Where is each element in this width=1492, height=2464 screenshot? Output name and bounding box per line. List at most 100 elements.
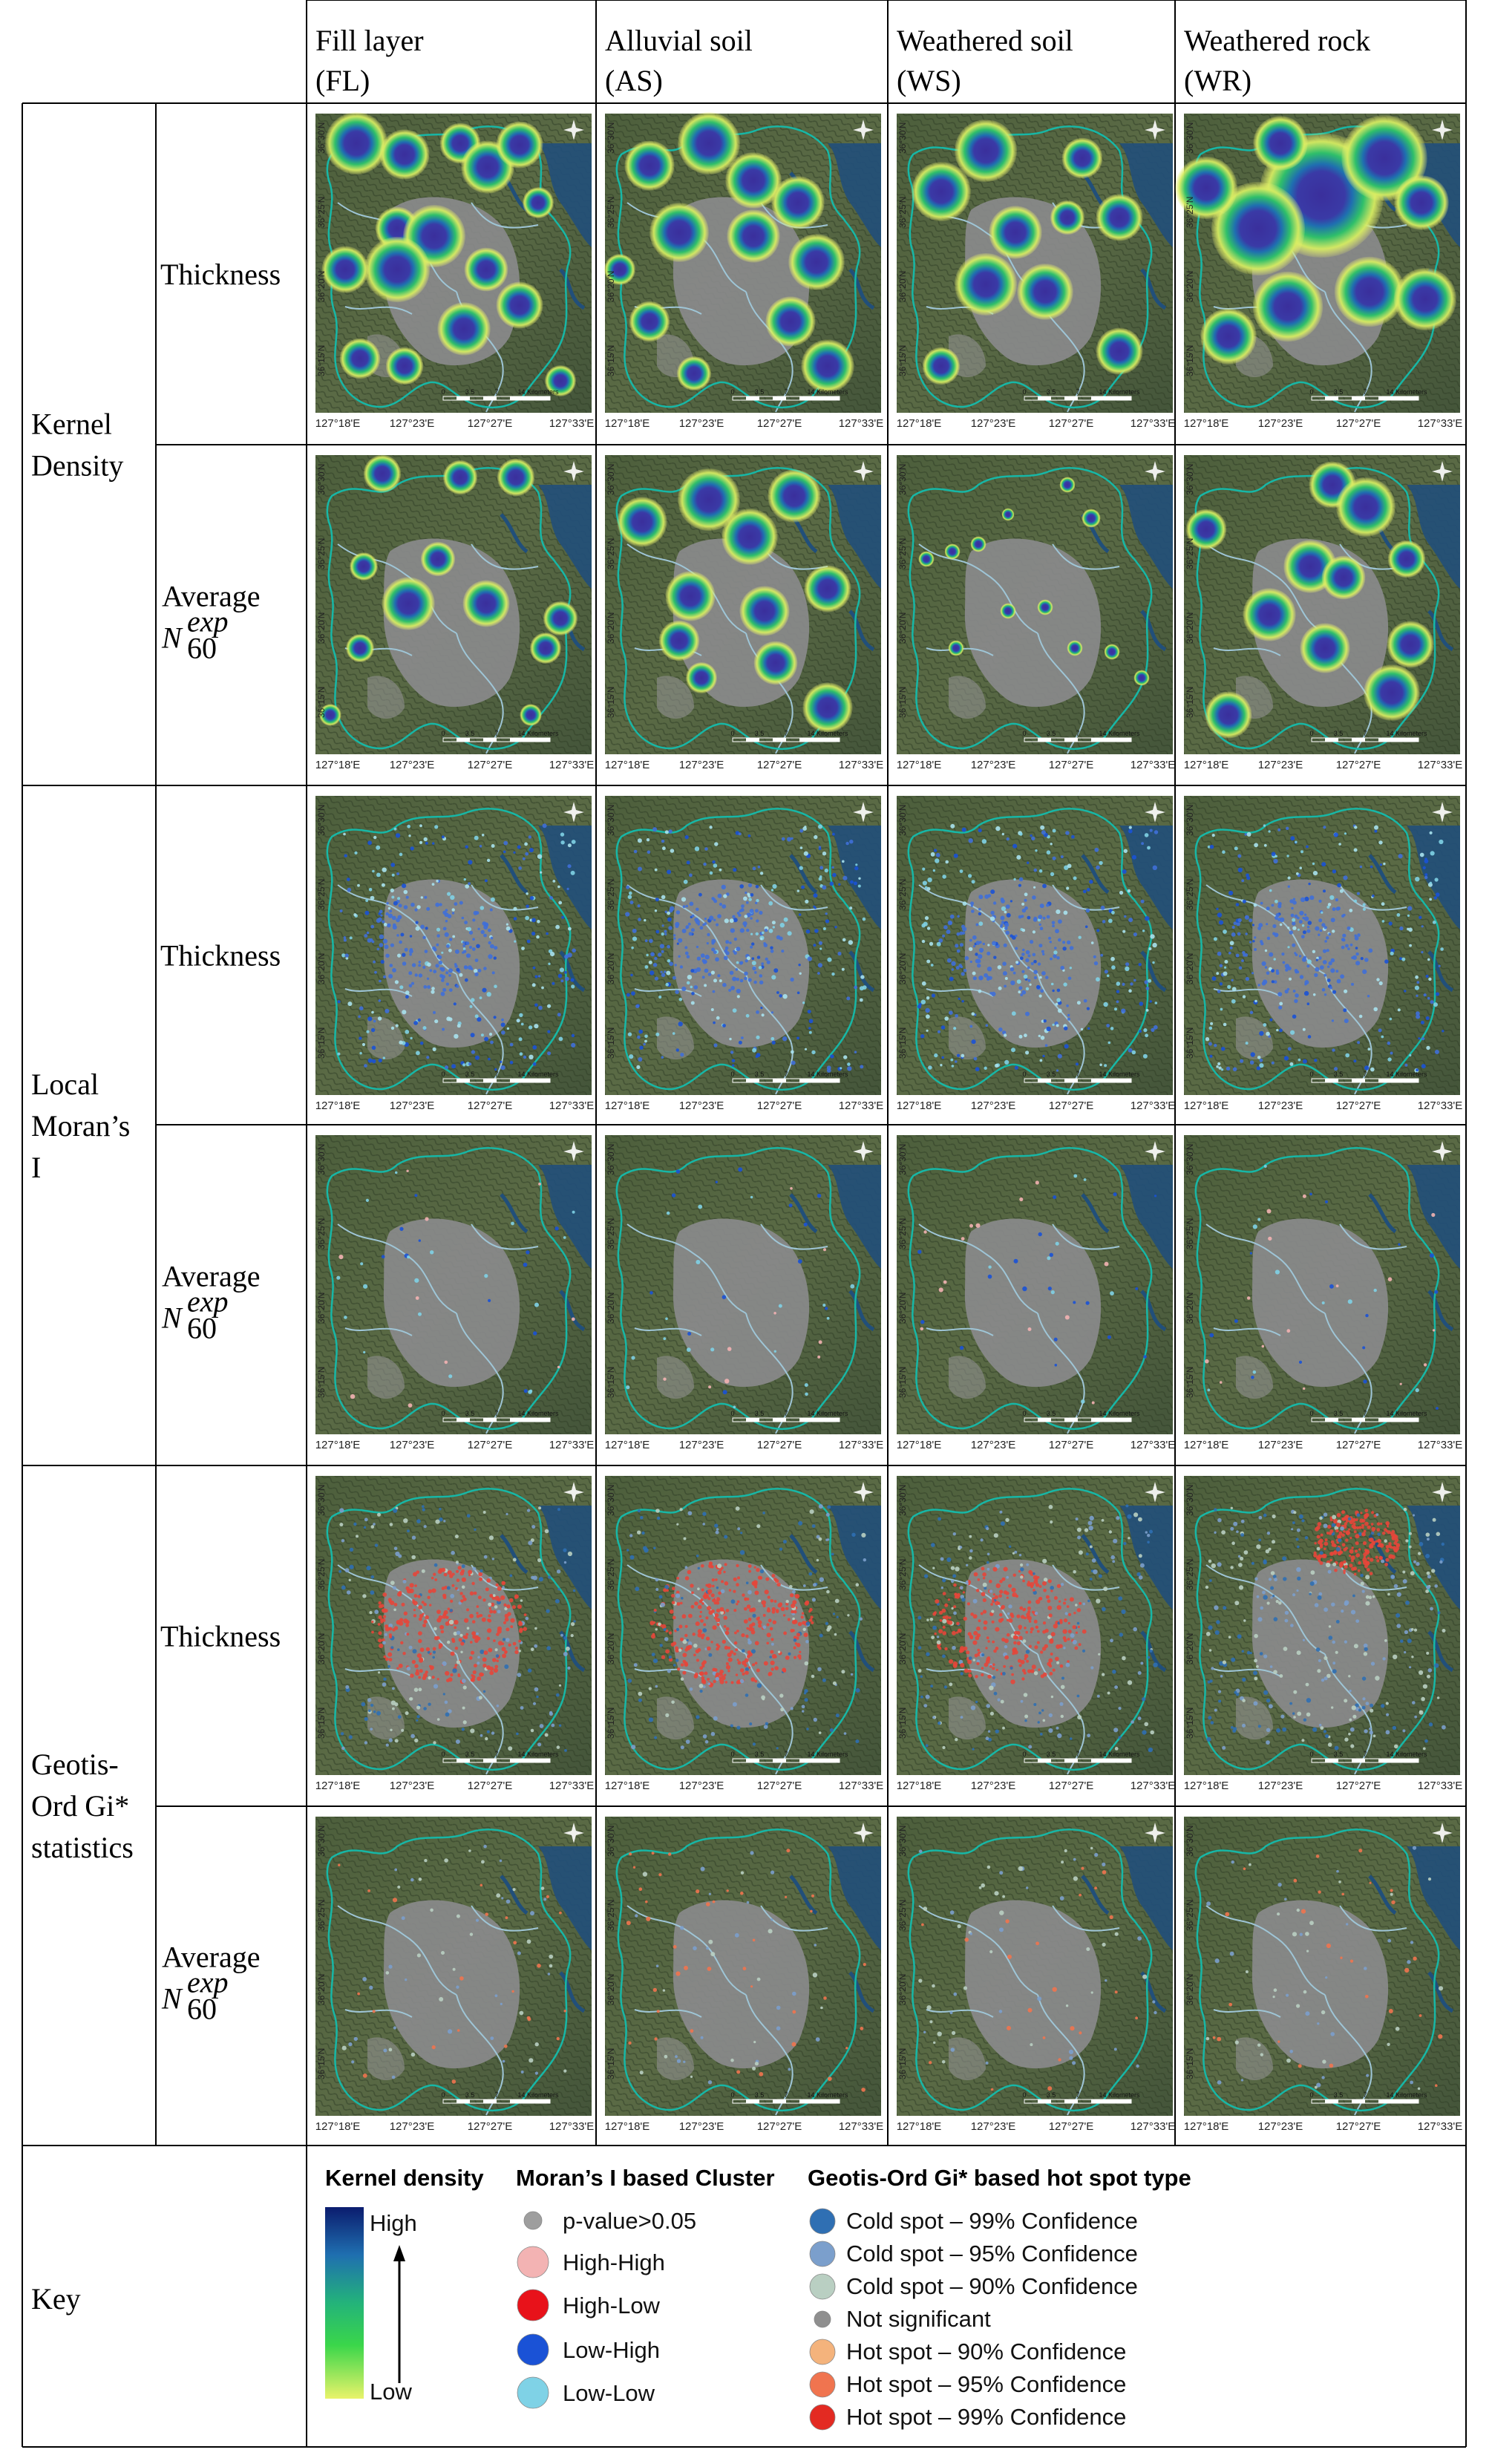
cluster-dot: [1324, 1676, 1328, 1681]
cluster-dot: [727, 1347, 732, 1351]
cluster-dot: [1318, 1890, 1321, 1894]
cluster-dot: [557, 885, 560, 889]
cluster-dot: [946, 958, 952, 963]
cluster-dot: [740, 908, 745, 912]
cluster-dot: [746, 928, 750, 932]
cluster-dot: [949, 1682, 953, 1687]
cluster-dot: [1217, 1690, 1222, 1693]
cluster-dot: [1010, 1679, 1015, 1684]
cluster-dot: [805, 929, 811, 934]
cluster-dot: [1383, 862, 1386, 866]
cluster-dot: [1246, 1650, 1251, 1655]
cluster-dot: [1069, 1597, 1074, 1602]
cluster-dot: [736, 947, 741, 952]
cluster-dot: [811, 1674, 815, 1679]
cluster-dot: [523, 1055, 527, 1059]
cluster-dot: [734, 1932, 739, 1938]
cluster-dot: [452, 935, 456, 938]
cluster-dot: [1436, 1407, 1439, 1410]
cluster-dot: [1426, 1571, 1430, 1575]
cluster-dot: [343, 936, 347, 939]
lon-tick-label: 127°18'E: [605, 417, 650, 430]
cluster-dot: [807, 1010, 811, 1014]
cluster-dot: [397, 953, 402, 958]
cluster-dot: [464, 921, 468, 924]
cluster-dot: [414, 1194, 418, 1197]
cluster-dot: [932, 1625, 937, 1630]
cluster-dot: [1217, 990, 1221, 993]
cluster-dot: [1364, 1967, 1367, 1970]
cluster-dot: [1414, 1715, 1418, 1719]
cluster-dot: [792, 1600, 797, 1605]
cluster-dot: [1217, 951, 1222, 956]
cluster-dot: [396, 1667, 399, 1670]
cluster-dot: [1008, 1584, 1012, 1588]
cluster-dot: [1006, 1575, 1009, 1579]
density-blob: [918, 551, 935, 567]
cluster-dot: [1004, 977, 1008, 980]
cluster-dot: [1425, 1589, 1429, 1593]
cluster-dot: [1404, 1651, 1407, 1654]
cluster-dot: [1033, 960, 1037, 964]
cluster-dot: [656, 1516, 661, 1520]
cluster-dot: [1000, 1521, 1005, 1526]
cluster-dot: [511, 1990, 514, 1993]
cluster-dot: [1394, 1537, 1399, 1543]
cluster-dot: [652, 1621, 656, 1624]
cluster-dot: [420, 924, 425, 929]
scale-bar-label: 7: [494, 388, 498, 396]
lon-tick-label: 127°23'E: [679, 1439, 724, 1451]
cluster-dot: [782, 1614, 786, 1617]
cluster-dot: [750, 917, 753, 920]
kernel-density-gradient: [325, 2207, 364, 2399]
cluster-dot: [471, 1581, 475, 1586]
cluster-dot: [532, 1575, 537, 1581]
cluster-dot: [750, 1985, 753, 1988]
cluster-dot: [667, 1669, 671, 1673]
satellite-map: [1184, 1476, 1460, 1775]
cluster-dot: [471, 1620, 476, 1624]
cluster-dot: [520, 1706, 524, 1710]
cluster-dot: [748, 898, 752, 901]
cluster-dot: [709, 826, 713, 829]
cluster-dot: [969, 1025, 973, 1028]
cluster-dot: [1275, 1600, 1279, 1604]
lat-tick-label: 36°30'N: [1185, 122, 1195, 154]
cluster-dot: [402, 1652, 406, 1656]
cluster-dot: [1018, 915, 1022, 919]
cluster-dot: [1016, 979, 1021, 984]
cluster-dot: [1329, 2063, 1334, 2068]
lon-tick-label: 127°27'E: [1049, 759, 1094, 771]
cluster-dot: [1266, 1532, 1271, 1535]
scale-bar-label: 14 Kilometers: [807, 1410, 848, 1417]
cluster-dot: [793, 1619, 798, 1624]
cluster-dot: [981, 1566, 985, 1571]
cluster-dot: [1300, 935, 1305, 939]
cluster-dot: [505, 1512, 508, 1516]
density-blob: [912, 162, 971, 221]
cluster-dot: [1304, 913, 1307, 916]
cluster-dot: [1026, 1612, 1030, 1617]
cluster-dot: [999, 1510, 1003, 1514]
cluster-dot: [664, 830, 669, 834]
cluster-dot: [1041, 1709, 1044, 1712]
cluster-dot: [376, 845, 381, 850]
cluster-dot: [805, 1600, 810, 1605]
cluster-dot: [977, 964, 981, 968]
cluster-dot: [1047, 2086, 1053, 2091]
cluster-dot: [1273, 1617, 1278, 1621]
cluster-dot: [451, 1638, 455, 1641]
cluster-dot: [799, 972, 802, 975]
cluster-dot: [660, 1602, 665, 1607]
cluster-dot: [1214, 1044, 1217, 1048]
cluster-dot: [1042, 1630, 1047, 1634]
cluster-dot: [1264, 949, 1268, 952]
cluster-dot: [388, 1658, 393, 1661]
cluster-dot: [774, 1578, 779, 1584]
cluster-dot: [1061, 1676, 1064, 1680]
cluster-dot: [629, 1555, 635, 1560]
cluster-dot: [1243, 953, 1246, 957]
scale-bar-label: 7: [1363, 1751, 1367, 1758]
cluster-dot: [1343, 1548, 1347, 1552]
cluster-dot: [1090, 1991, 1093, 1994]
